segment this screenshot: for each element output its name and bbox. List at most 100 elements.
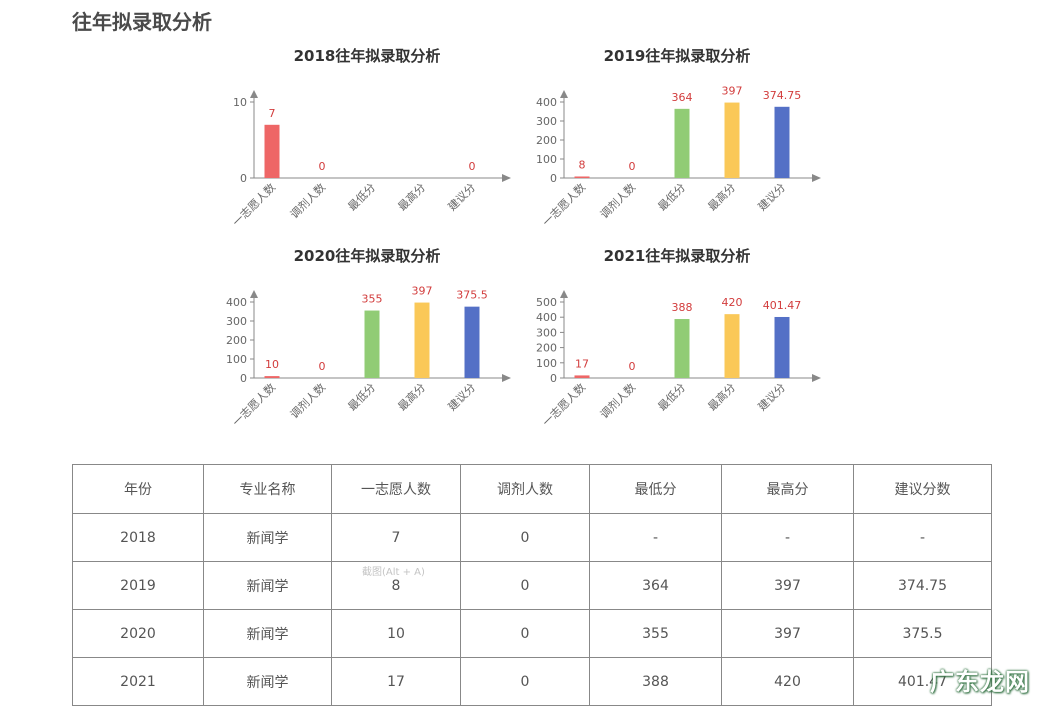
y-tick-label: 200 [536, 134, 557, 147]
y-tick-label: 300 [536, 326, 557, 339]
x-tick-label: 最低分 [656, 181, 689, 214]
cell-major: 新闻学 [203, 513, 332, 562]
x-tick-label: 一志愿人数 [540, 381, 588, 429]
x-tick-label: 建议分 [445, 380, 478, 413]
bar-first-choice [574, 375, 590, 378]
table-row: 2021 新闻学 17 0 388 420 401.47 [72, 657, 992, 706]
y-tick-label: 100 [226, 353, 247, 366]
cell-first-choice: 8 [331, 561, 461, 610]
x-tick-label: 调剂人数 [597, 180, 638, 221]
x-tick-label: 一志愿人数 [230, 181, 278, 229]
header-max-score: 最高分 [721, 464, 854, 514]
x-tick-label: 最低分 [346, 181, 379, 214]
cell-max-score: 397 [721, 609, 854, 658]
cell-first-choice: 17 [331, 657, 461, 706]
data-label-max-score: 397 [722, 85, 743, 98]
cell-max-score: - [721, 513, 854, 562]
y-tick-label: 400 [536, 311, 557, 324]
x-axis-arrow [502, 174, 511, 182]
x-tick-label: 建议分 [445, 180, 478, 213]
y-axis-arrow [250, 290, 258, 298]
y-tick-label: 0 [240, 372, 247, 385]
cell-adjusted: 0 [460, 657, 590, 706]
data-label-adjusted: 0 [319, 360, 326, 373]
chart-title: 2019往年拟录取分析 [604, 47, 751, 65]
header-suggested-score: 建议分数 [853, 464, 992, 514]
cell-min-score: 355 [589, 609, 722, 658]
bar-max-score [724, 314, 740, 378]
header-major: 专业名称 [203, 464, 332, 514]
y-tick-label: 200 [536, 342, 557, 355]
cell-major: 新闻学 [203, 609, 332, 658]
x-tick-label: 建议分 [755, 380, 788, 413]
data-label-suggested-score: 401.47 [763, 299, 802, 312]
cell-first-choice: 10 [331, 609, 461, 658]
chart-2021: 2021往年拟录取分析 0 100 200 300 400 500 17 一志愿人数 0 调剂人数 3… [522, 240, 852, 440]
table-row: 2020 新闻学 10 0 355 397 375.5 [72, 609, 992, 658]
cell-year: 2019 [72, 561, 204, 610]
chart-2019: 2019往年拟录取分析 0 100 200 300 400 8 一志愿人数 0 调剂人数 364 最低… [522, 40, 852, 240]
y-tick-label: 400 [536, 96, 557, 109]
x-tick-label: 最高分 [395, 180, 428, 213]
bar-first-choice [574, 176, 590, 178]
cell-suggested-score: 374.75 [853, 561, 992, 610]
bar-min-score [364, 310, 380, 378]
data-label-adjusted: 0 [629, 160, 636, 173]
bar-suggested-score [774, 106, 790, 178]
y-tick-label: 300 [226, 315, 247, 328]
x-tick-label: 一志愿人数 [540, 181, 588, 229]
x-tick-label: 最高分 [705, 180, 738, 213]
page-title: 往年拟录取分析 [72, 10, 212, 34]
cell-suggested-score: - [853, 513, 992, 562]
x-tick-label: 调剂人数 [287, 380, 328, 421]
cell-min-score: 388 [589, 657, 722, 706]
y-tick-label: 400 [226, 296, 247, 309]
data-label-min-score: 388 [672, 301, 693, 314]
x-tick-label: 调剂人数 [287, 180, 328, 221]
data-label-suggested-score: 0 [469, 160, 476, 173]
cell-suggested-score: 401.47 [853, 657, 992, 706]
bar-suggested-score [774, 316, 790, 378]
cell-suggested-score: 375.5 [853, 609, 992, 658]
y-tick-label: 200 [226, 334, 247, 347]
chart-2020: 2020往年拟录取分析 0 100 200 300 400 10 一志愿人数 0 调剂人数 355 最… [212, 240, 542, 440]
data-label-first-choice: 10 [265, 358, 279, 371]
data-label-first-choice: 8 [579, 158, 586, 171]
cell-adjusted: 0 [460, 513, 590, 562]
cell-adjusted: 0 [460, 609, 590, 658]
chart-title: 2020往年拟录取分析 [294, 247, 441, 265]
cell-max-score: 397 [721, 561, 854, 610]
header-adjusted: 调剂人数 [460, 464, 590, 514]
x-axis-arrow [502, 374, 511, 382]
y-axis-arrow [250, 90, 258, 98]
y-tick-label: 100 [536, 153, 557, 166]
data-label-adjusted: 0 [629, 360, 636, 373]
table-row: 2018 新闻学 7 0 - - - [72, 513, 992, 562]
y-tick-label: 500 [536, 296, 557, 309]
y-axis-arrow [560, 290, 568, 298]
data-label-max-score: 397 [412, 285, 433, 298]
y-tick-label: 100 [536, 357, 557, 370]
cell-major: 新闻学 [203, 657, 332, 706]
data-label-min-score: 364 [672, 91, 693, 104]
data-label-suggested-score: 374.75 [763, 89, 802, 102]
cell-min-score: 364 [589, 561, 722, 610]
data-label-max-score: 420 [722, 296, 743, 309]
chart-title: 2021往年拟录取分析 [604, 247, 751, 265]
data-label-min-score: 355 [362, 293, 383, 306]
bar-first-choice [264, 376, 280, 378]
x-tick-label: 最低分 [656, 381, 689, 414]
bar-suggested-score [464, 306, 480, 378]
x-tick-label: 最低分 [346, 381, 379, 414]
y-tick-label: 0 [240, 172, 247, 185]
table-row: 2019 新闻学 8 0 364 397 374.75 [72, 561, 992, 610]
cell-min-score: - [589, 513, 722, 562]
y-tick-label: 0 [550, 372, 557, 385]
table-header-row: 年份 专业名称 一志愿人数 调剂人数 最低分 最高分 建议分数 [72, 464, 992, 514]
header-min-score: 最低分 [589, 464, 722, 514]
y-tick-label: 10 [233, 96, 247, 109]
x-axis-arrow [812, 174, 821, 182]
x-axis-arrow [812, 374, 821, 382]
x-tick-label: 调剂人数 [597, 380, 638, 421]
cell-first-choice: 7 [331, 513, 461, 562]
